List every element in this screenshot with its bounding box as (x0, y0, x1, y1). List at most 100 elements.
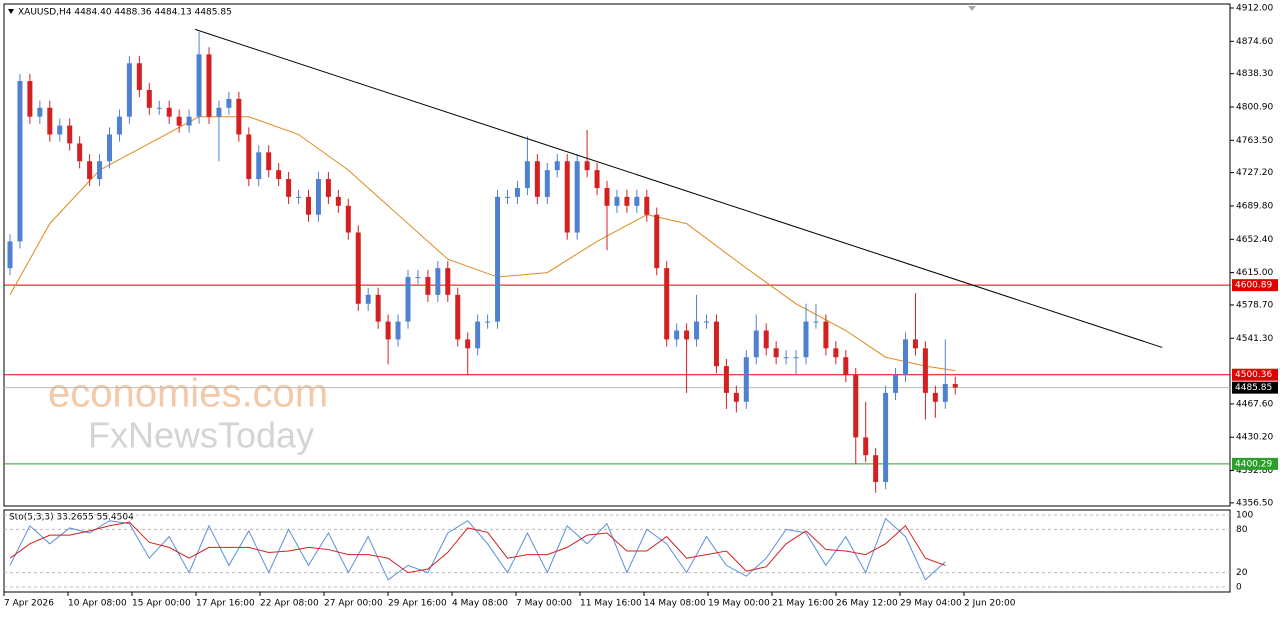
candle-body (733, 392, 739, 402)
candle-body (425, 277, 431, 295)
candle-body (883, 392, 889, 482)
candle-body (694, 321, 700, 340)
candle-body (226, 98, 232, 108)
candle-body (564, 161, 570, 233)
last-price-label: 4485.85 (1235, 383, 1272, 393)
candle-body (365, 294, 371, 304)
candle-body (495, 196, 501, 322)
candle-body (833, 348, 839, 358)
candle-body (57, 125, 63, 135)
stoch-tick-label: 100 (1236, 511, 1253, 521)
y-tick-label: 4467.60 (1236, 399, 1273, 409)
x-tick-label: 10 Apr 08:00 (68, 599, 127, 609)
x-tick-label: 7 Apr 2026 (4, 599, 54, 609)
candle-body (723, 366, 729, 393)
candle-body (156, 107, 162, 109)
candle-body (296, 196, 302, 198)
candle-body (594, 170, 600, 188)
symbol-marker (8, 9, 14, 14)
candle-body (405, 277, 411, 322)
candle-body (873, 455, 879, 482)
level-box (1232, 368, 1278, 381)
candle-body (306, 196, 311, 215)
candle-body (385, 321, 391, 340)
candle-body (345, 205, 351, 233)
candle-body (505, 196, 510, 198)
y-tick-label: 4763.50 (1236, 136, 1273, 146)
candle-body (704, 321, 709, 323)
candle-body (335, 196, 341, 206)
candle-body (325, 179, 331, 197)
candle-body (634, 196, 640, 206)
x-tick-label: 29 Apr 16:00 (388, 599, 447, 609)
x-tick-label: 26 May 12:00 (836, 599, 898, 609)
last-price-box (1232, 381, 1278, 394)
watermark: economies.com (48, 372, 328, 416)
candle-body (216, 107, 222, 117)
candle-body (37, 107, 43, 117)
stoch-tick-label: 20 (1236, 568, 1248, 578)
candle-body (664, 268, 670, 340)
candle-body (743, 357, 749, 402)
stoch-tick-label: 80 (1236, 525, 1248, 535)
x-tick-label: 17 Apr 16:00 (196, 599, 255, 609)
candle-body (524, 161, 530, 188)
candle-body (116, 116, 122, 135)
candle-body (445, 268, 451, 295)
trendline (194, 28, 1163, 348)
level-box (1232, 279, 1278, 292)
candle-body (624, 196, 630, 206)
candle-body (952, 383, 958, 388)
y-tick-label: 4615.00 (1236, 268, 1273, 278)
candle-body (17, 81, 23, 242)
y-tick-label: 4838.30 (1236, 69, 1273, 79)
y-tick-label: 4689.80 (1236, 201, 1273, 211)
y-tick-label: 4874.60 (1236, 37, 1273, 47)
candle-body (97, 161, 103, 180)
candle-body (315, 179, 321, 215)
candle-body (236, 98, 242, 135)
candle-body (186, 116, 192, 126)
candle-body (146, 89, 152, 108)
candle-body (435, 268, 441, 295)
candle-body (126, 63, 132, 117)
candle-body (276, 170, 282, 180)
level-label: 4500.36 (1235, 370, 1272, 380)
stoch-tick-label: 0 (1236, 583, 1242, 593)
x-tick-label: 21 May 16:00 (772, 599, 834, 609)
x-tick-label: 14 May 08:00 (644, 599, 706, 609)
candle-body (196, 54, 202, 117)
candle-body (773, 348, 779, 358)
stoch-frame (3, 509, 1231, 593)
candle-body (534, 161, 540, 197)
candle-body (355, 232, 361, 304)
stoch-line (9, 517, 946, 581)
candle-body (763, 330, 769, 349)
x-tick-label: 29 May 04:00 (900, 599, 962, 609)
stoch-title: Sto(5,3,3) 33.2655 55.4504 (9, 513, 134, 523)
candle-body (942, 383, 948, 402)
candle-body (286, 179, 292, 197)
candle-body (793, 357, 799, 359)
moving-average (9, 116, 956, 372)
candle-body (77, 143, 83, 162)
level-box (1232, 457, 1278, 470)
y-tick-label: 4392.80 (1236, 466, 1273, 476)
x-tick-label: 2 Jun 20:00 (964, 599, 1016, 609)
candle-body (753, 330, 759, 358)
candle-body (87, 161, 93, 180)
candle-body (136, 63, 142, 90)
x-tick-label: 27 Apr 00:00 (324, 599, 383, 609)
candle-body (246, 134, 252, 180)
candle-body (863, 437, 869, 456)
stoch-line (9, 521, 946, 574)
candle-body (674, 330, 680, 340)
candle-body (27, 81, 33, 117)
x-tick-label: 22 Apr 08:00 (260, 599, 319, 609)
level-label: 4400.29 (1235, 459, 1272, 469)
candle-body (256, 152, 262, 180)
x-tick-label: 4 May 08:00 (452, 599, 508, 609)
candle-body (485, 321, 491, 323)
y-tick-label: 4652.40 (1236, 235, 1273, 245)
candle-body (922, 348, 928, 393)
